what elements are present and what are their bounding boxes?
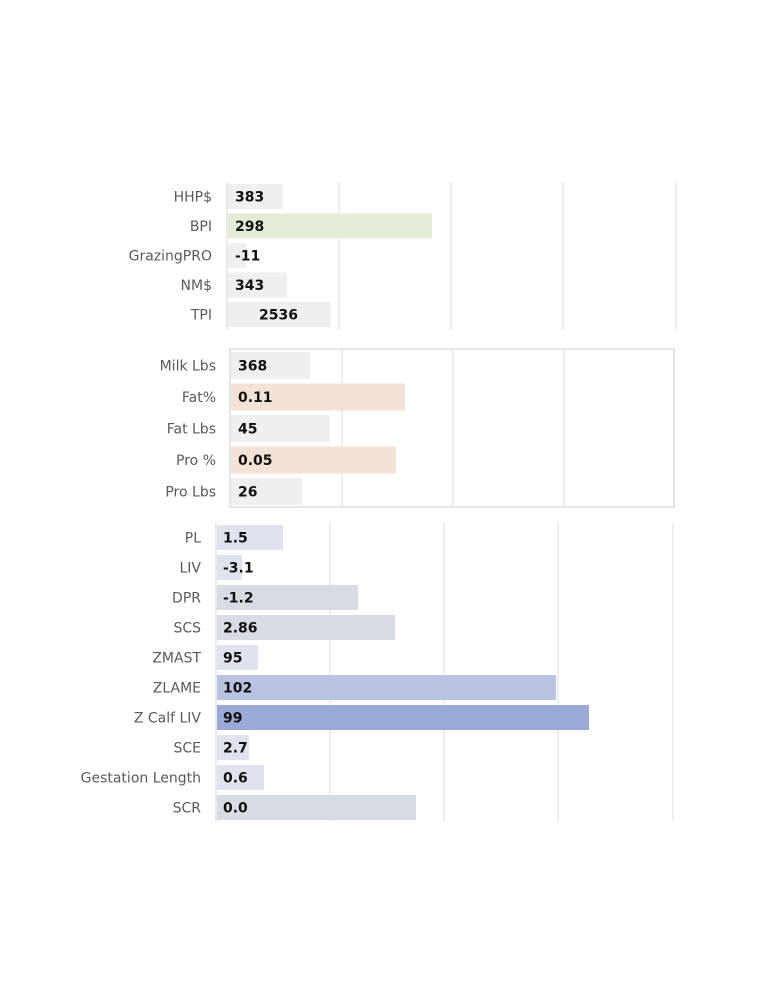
category-label: BPI: [190, 219, 212, 235]
category-label: Milk Lbs: [160, 359, 216, 375]
data-label: 2.86: [223, 621, 258, 637]
category-label: Gestation Length: [81, 771, 201, 787]
bar-3-3: [217, 585, 358, 610]
category-label: LIV: [179, 561, 201, 577]
data-label: 343: [235, 278, 264, 294]
bar-2-2: [231, 383, 405, 411]
data-label: 95: [223, 651, 242, 667]
data-label: -1.2: [223, 591, 254, 607]
data-label: 298: [235, 219, 264, 235]
category-label: SCE: [173, 741, 201, 757]
data-label: 0.6: [223, 771, 248, 787]
data-label: -11: [235, 249, 260, 265]
bar-3-4: [217, 615, 395, 640]
bar-3-7: [217, 705, 589, 730]
category-label: ZMAST: [152, 651, 201, 667]
category-label: Z Calf LIV: [134, 711, 202, 727]
bar-2-5: [231, 478, 302, 505]
category-label: Fat Lbs: [167, 422, 216, 438]
data-label: 102: [223, 681, 252, 697]
category-label: Pro %: [176, 453, 216, 469]
data-label: 368: [238, 359, 267, 375]
data-label: -3.1: [223, 561, 254, 577]
data-label: 2.7: [223, 741, 248, 757]
bar-2-1: [231, 352, 310, 379]
data-label: 0.0: [223, 801, 248, 817]
bar-2-3: [231, 415, 330, 442]
data-label: 383: [235, 190, 264, 206]
data-label: 0.11: [238, 390, 273, 406]
category-label: ZLAME: [153, 681, 201, 697]
category-label: GrazingPRO: [129, 249, 212, 265]
bar-1-1: [228, 184, 283, 209]
data-label: 1.5: [223, 531, 248, 547]
bar-3-10: [217, 795, 416, 820]
data-label: 0.05: [238, 453, 273, 469]
bar-3-2: [217, 555, 242, 580]
data-label: 26: [238, 485, 257, 501]
category-label: Pro Lbs: [165, 485, 216, 501]
bar-2-4: [231, 446, 396, 474]
category-label: TPI: [190, 308, 212, 324]
bar-3-5: [217, 645, 258, 670]
bar-3-8: [217, 735, 249, 760]
bar-1-5: [228, 302, 331, 327]
category-label: Fat%: [182, 390, 216, 406]
data-label: 99: [223, 711, 242, 727]
bar-3-6: [217, 675, 556, 700]
data-label: 45: [238, 422, 257, 438]
category-label: PL: [185, 531, 201, 547]
category-label: SCR: [173, 801, 202, 817]
category-label: NM$: [181, 278, 212, 294]
bar-1-2: [228, 213, 432, 239]
category-label: DPR: [172, 591, 201, 607]
chart-frame-2: [229, 348, 675, 508]
bar-1-4: [228, 272, 287, 298]
bar-1-3: [228, 243, 246, 268]
data-label: 2536: [259, 308, 298, 324]
category-label: HHP$: [174, 190, 212, 206]
bar-3-9: [217, 765, 264, 790]
bar-3-1: [217, 525, 283, 550]
category-label: SCS: [173, 621, 201, 637]
